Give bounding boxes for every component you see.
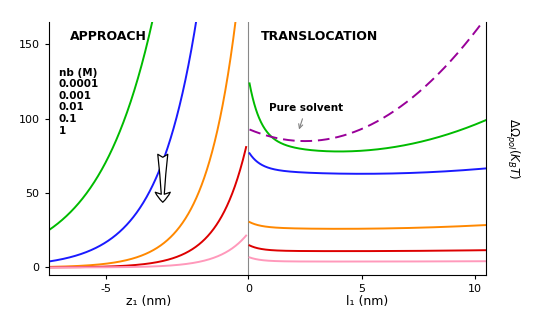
Text: nb (M)
0.0001
0.001
0.01
0.1
1: nb (M) 0.0001 0.001 0.01 0.1 1	[59, 68, 99, 136]
Text: Pure solvent: Pure solvent	[269, 103, 343, 128]
Text: APPROACH: APPROACH	[70, 30, 147, 43]
Text: $\Delta\Omega_{pol}(K_BT)$: $\Delta\Omega_{pol}(K_BT)$	[503, 118, 521, 179]
X-axis label: z₁ (nm): z₁ (nm)	[126, 295, 171, 308]
Text: TRANSLOCATION: TRANSLOCATION	[261, 30, 379, 43]
X-axis label: l₁ (nm): l₁ (nm)	[346, 295, 388, 308]
